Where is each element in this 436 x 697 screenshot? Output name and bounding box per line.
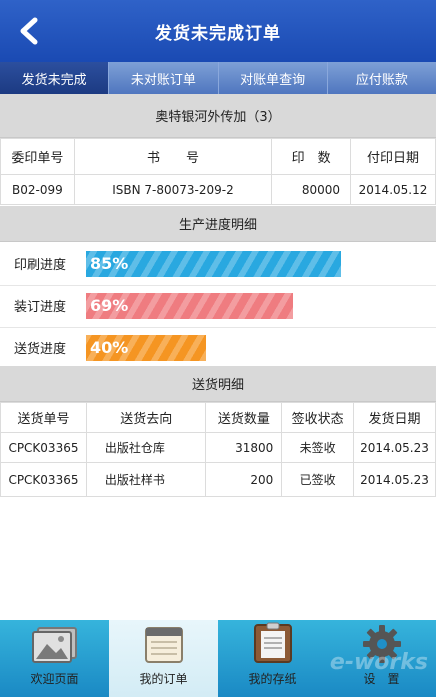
col-header-destination: 送货去向: [85, 402, 207, 433]
nav-label: 我的订单: [139, 672, 188, 686]
nav-settings[interactable]: 设 置: [327, 620, 436, 697]
delivery-no: CPCK03365: [0, 462, 87, 497]
destination: 出版社样书: [85, 462, 207, 497]
sign-status: 未签收: [281, 432, 355, 463]
progress-value: 85%: [90, 254, 129, 273]
ship-date: 2014.05.23: [353, 432, 436, 463]
col-header-delivery-qty: 送货数量: [205, 402, 283, 433]
nav-label: 我的存纸: [248, 672, 297, 686]
nav-welcome[interactable]: 欢迎页面: [0, 620, 109, 697]
col-header-ship-date: 发货日期: [353, 402, 436, 433]
delivery-qty: 200: [205, 462, 283, 497]
col-header-print-date: 付印日期: [350, 138, 436, 175]
clipboard-icon: [253, 622, 292, 663]
table-row[interactable]: CPCK03365 出版社仓库 31800 未签收 2014.05.23: [0, 432, 436, 463]
destination: 出版社仓库: [85, 432, 207, 463]
back-chevron-icon: [20, 17, 38, 45]
progress-label: 送货进度: [14, 342, 67, 357]
order-title: 奥特银河外传加（3）: [0, 94, 436, 138]
nav-label: 设 置: [363, 672, 400, 686]
table-row[interactable]: CPCK03365 出版社样书 200 已签收 2014.05.23: [0, 462, 436, 497]
back-button[interactable]: [14, 14, 44, 48]
print-date: 2014.05.12: [350, 174, 436, 205]
progress-row-binding: 装订进度 69%: [0, 284, 436, 328]
progress-label: 印刷进度: [14, 258, 67, 273]
tab-statement-query[interactable]: 对账单查询: [219, 62, 328, 94]
tab-payables[interactable]: 应付账款: [355, 72, 408, 88]
delivery-table-header: 送货单号 送货去向 送货数量 签收状态 发货日期: [0, 402, 436, 433]
order-no: B02-099: [0, 174, 75, 205]
bottom-nav: 欢迎页面 我的订单 我的存纸: [0, 620, 436, 697]
gear-icon: [362, 625, 401, 663]
delivery-no: CPCK03365: [0, 432, 87, 463]
delivery-title: 送货明细: [0, 366, 436, 402]
nav-my-paper[interactable]: 我的存纸: [218, 620, 327, 697]
app-header: 发货未完成订单: [0, 0, 436, 62]
page-title: 发货未完成订单: [155, 23, 281, 44]
col-header-sign-status: 签收状态: [281, 402, 355, 433]
tab-unreconciled[interactable]: 未对账订单: [109, 62, 219, 94]
print-quantity: 80000: [271, 174, 352, 205]
progress-fill: 69%: [86, 292, 293, 319]
col-header-delivery-no: 送货单号: [0, 402, 87, 433]
col-header-quantity: 印 数: [271, 138, 352, 175]
delivery-table: 送货单号 送货去向 送货数量 签收状态 发货日期 CPCK03365 出版社仓库…: [0, 402, 436, 497]
progress-fill: 40%: [86, 334, 206, 361]
progress-value: 69%: [90, 296, 129, 315]
progress-row-print: 印刷进度 85%: [0, 242, 436, 286]
tab-unshipped[interactable]: 发货未完成: [0, 62, 110, 94]
tab-bar: 发货未完成 未对账订单 对账单查询 应付账款: [0, 62, 436, 94]
col-header-isbn: 书 号: [73, 138, 273, 175]
table-row[interactable]: B02-099 ISBN 7-80073-209-2 80000 2014.05…: [0, 174, 436, 205]
photo-icon: [31, 627, 77, 663]
nav-label: 欢迎页面: [30, 672, 79, 686]
progress-bar-delivery: 40%: [86, 334, 386, 361]
progress-value: 40%: [90, 338, 129, 357]
sign-status: 已签收: [281, 462, 355, 497]
ship-date: 2014.05.23: [353, 462, 436, 497]
nav-my-orders[interactable]: 我的订单: [109, 620, 218, 697]
progress-fill: 85%: [86, 250, 341, 277]
isbn: ISBN 7-80073-209-2: [73, 174, 273, 205]
order-table: 委印单号 书 号 印 数 付印日期 B02-099 ISBN 7-80073-2…: [0, 138, 436, 205]
progress-row-delivery: 送货进度 40%: [0, 326, 436, 370]
order-table-header: 委印单号 书 号 印 数 付印日期: [0, 138, 436, 175]
delivery-qty: 31800: [205, 432, 283, 463]
progress-label: 装订进度: [14, 300, 67, 315]
progress-title: 生产进度明细: [0, 206, 436, 242]
notepad-icon: [144, 627, 183, 663]
progress-bar-binding: 69%: [86, 292, 386, 319]
progress-bar-print: 85%: [86, 250, 386, 277]
watermark: e-works: [329, 650, 428, 675]
col-header-order-no: 委印单号: [0, 138, 75, 175]
